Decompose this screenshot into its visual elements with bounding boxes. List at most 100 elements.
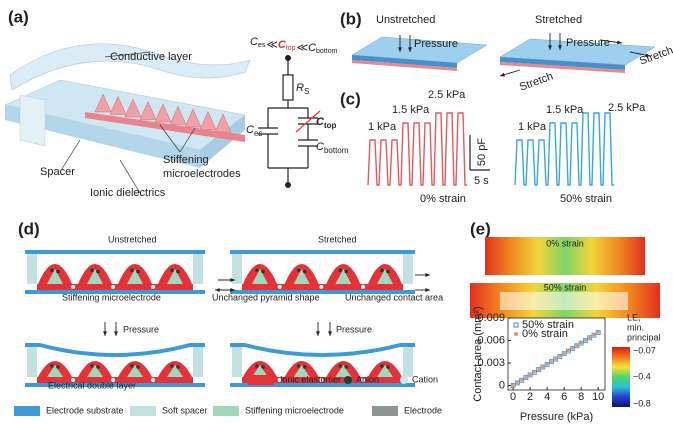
anion	[345, 365, 349, 369]
strain-map-void	[500, 292, 628, 310]
scale-label: 50 pF	[476, 138, 488, 166]
annotation: Electrical double layer	[48, 380, 136, 390]
annotation: Stiffening	[163, 154, 209, 166]
x-tick-label: 0	[510, 391, 516, 403]
map-label: 0% strain	[546, 238, 584, 248]
anion	[96, 365, 100, 369]
soft-spacer	[232, 347, 242, 377]
legend-label: Electrode substrate	[46, 405, 124, 415]
panel-label: (a)	[8, 7, 29, 26]
colorbar-title: min.	[627, 322, 644, 332]
legend-label: Cation	[412, 374, 438, 384]
point	[580, 341, 583, 344]
top-electrode	[230, 250, 415, 254]
legend-swatch	[372, 406, 398, 416]
label-ctop-sub: top	[324, 121, 337, 130]
cation	[31, 285, 35, 289]
anion	[339, 364, 343, 368]
legend-label: Electrode	[404, 405, 442, 415]
anion	[386, 365, 390, 369]
spacer	[20, 95, 45, 146]
colorbar-tick: −0.8	[633, 398, 651, 408]
anion	[50, 268, 54, 272]
anion	[261, 270, 265, 274]
panel-title: Unstretched	[108, 234, 157, 244]
soft-spacer	[193, 347, 203, 377]
point	[558, 355, 561, 358]
resistor	[283, 75, 293, 100]
point	[588, 336, 591, 339]
legend-marker	[514, 332, 518, 336]
y-axis-label: Contact area (mm²)	[472, 306, 484, 401]
legend-label: 0% strain	[522, 328, 568, 340]
colorbar-tick: −0.07	[633, 345, 656, 355]
annotation: 0% strain	[420, 193, 466, 205]
figure: (a)Conductive layerSpacerIonic dielectri…	[0, 0, 673, 425]
cation	[278, 285, 282, 289]
anion	[96, 270, 100, 274]
point	[554, 357, 557, 360]
anion	[90, 268, 94, 272]
rel-symbol: ≪	[297, 42, 309, 54]
rel-main: C	[308, 42, 316, 54]
annotation: Pressure	[566, 37, 610, 49]
anion	[380, 364, 384, 368]
colorbar	[612, 347, 630, 407]
anion	[50, 364, 54, 368]
x-tick-label: 4	[544, 391, 550, 403]
annotation: 2.5 kPa	[608, 102, 646, 114]
point	[516, 381, 519, 384]
cation	[236, 378, 240, 382]
colorbar-tick: −0.4	[633, 371, 651, 381]
anion	[136, 365, 140, 369]
cation	[151, 285, 155, 289]
anion	[386, 270, 390, 274]
annotation: Unchanged pyramid shape	[212, 292, 320, 302]
point	[524, 376, 527, 379]
anion	[303, 365, 307, 369]
rel-sub: top	[286, 45, 296, 52]
scale-label: 5 s	[474, 175, 489, 187]
x-tick-label: 2	[527, 391, 533, 403]
anion	[255, 364, 259, 368]
annotation: 1 kPa	[368, 121, 397, 133]
x-axis-label: Pressure (kPa)	[520, 411, 593, 423]
cation	[31, 378, 35, 382]
anion	[255, 268, 259, 272]
annotation: Spacer	[40, 166, 75, 178]
annotation: 1.5 kPa	[392, 104, 430, 116]
annotation: 50% strain	[560, 193, 612, 205]
annotation: Pressure	[336, 324, 372, 334]
rel-sub: bottom	[316, 48, 338, 55]
anion	[130, 268, 134, 272]
point	[512, 384, 515, 387]
point	[537, 368, 540, 371]
anion	[176, 270, 180, 274]
anion	[56, 270, 60, 274]
panel-title: Stretched	[318, 234, 357, 244]
legend-swatch	[213, 406, 239, 416]
annotation: Unchanged contact area	[345, 292, 443, 302]
y-tick-label: 0	[499, 379, 505, 391]
x-tick-label: 10	[592, 391, 604, 403]
anion	[297, 364, 301, 368]
point	[520, 379, 523, 382]
rel-symbol: ≪	[266, 39, 278, 51]
point	[529, 373, 532, 376]
anion	[345, 270, 349, 274]
x-tick-label: 6	[561, 391, 567, 403]
panel-label: (c)	[340, 89, 361, 108]
anion	[170, 268, 174, 272]
cation	[111, 285, 115, 289]
annotation: Ionic dielectrics	[90, 187, 166, 199]
soft-spacer	[403, 254, 413, 284]
legend-swatch	[14, 406, 40, 416]
anion	[339, 268, 343, 272]
soft-spacer	[403, 347, 413, 377]
anion	[56, 365, 60, 369]
point	[571, 347, 574, 350]
rel-main: C	[250, 36, 258, 48]
panel-label: (e)	[470, 219, 491, 238]
point	[533, 371, 536, 374]
anion	[90, 364, 94, 368]
